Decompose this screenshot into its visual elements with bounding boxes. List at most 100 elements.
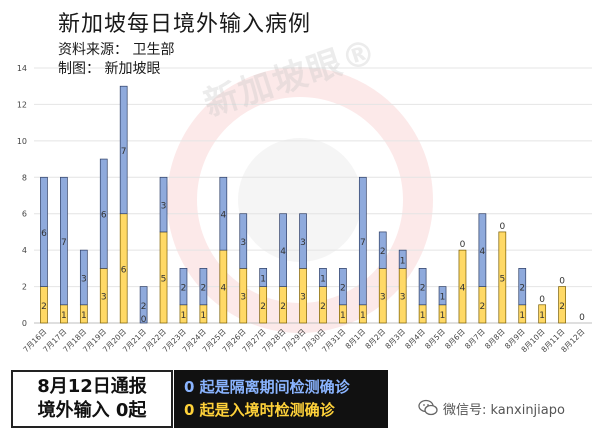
x-tick-label: 8月2日: [363, 327, 387, 351]
bar-quarantine: [99, 158, 108, 269]
bar-quarantine: [239, 213, 248, 269]
y-tick-label: 14: [17, 64, 27, 73]
data-label-zero: 0: [141, 315, 147, 325]
data-label-quarantine: 1: [400, 256, 406, 266]
data-label-arrival: 1: [360, 311, 366, 321]
bar-quarantine: [40, 176, 48, 287]
bar-quarantine: [339, 268, 347, 306]
data-label-quarantine: 0: [559, 277, 565, 287]
imported-count-text: 境外输入 0起: [37, 400, 147, 421]
bar-quarantine: [139, 286, 148, 324]
data-label-quarantine: 2: [141, 302, 147, 312]
data-label-quarantine: 1: [260, 274, 266, 284]
data-label-quarantine: 2: [340, 284, 346, 294]
data-label-arrival: 1: [61, 311, 67, 321]
data-label-arrival: 2: [41, 302, 47, 312]
data-label-arrival: 5: [499, 274, 505, 284]
report-date-text: 8月12日通报: [37, 376, 147, 397]
data-label-quarantine: 4: [480, 247, 486, 257]
data-label-quarantine: 2: [420, 284, 426, 294]
bar-quarantine: [378, 231, 387, 269]
data-label-quarantine: 3: [81, 274, 87, 284]
data-label-quarantine: 3: [300, 238, 306, 248]
x-tick-label: 8月4日: [403, 327, 427, 351]
data-label-arrival: 1: [519, 311, 525, 321]
data-label-arrival: 1: [201, 311, 207, 321]
bar-quarantine: [518, 268, 527, 306]
data-label-quarantine: 0: [539, 295, 545, 305]
bar-quarantine: [179, 268, 188, 306]
data-label-arrival: 1: [81, 311, 87, 321]
x-tick-label: 8月7日: [463, 327, 487, 351]
x-tick-label: 8月8日: [483, 327, 507, 351]
data-label-arrival: 3: [240, 293, 246, 303]
data-label-quarantine: 2: [181, 284, 187, 294]
data-label-quarantine: 3: [161, 202, 167, 212]
y-tick-label: 6: [22, 210, 27, 219]
legend-arrival: 0 起是入境时检测确诊: [184, 401, 335, 419]
data-label-arrival: 2: [559, 302, 565, 312]
legend-quarantine: 0 起是隔离期间检测确诊: [184, 378, 350, 396]
y-tick-label: 8: [22, 173, 27, 182]
data-label-quarantine: 3: [240, 238, 246, 248]
data-label-quarantine: 1: [440, 293, 446, 303]
bar-quarantine: [299, 213, 307, 269]
bar-quarantine: [60, 176, 68, 306]
data-label-arrival: 1: [181, 311, 187, 321]
data-label-arrival: 2: [260, 302, 266, 312]
data-label-quarantine: 0: [460, 240, 466, 250]
data-label-quarantine: 7: [121, 147, 127, 157]
bar-quarantine: [319, 268, 327, 287]
y-tick-label: 10: [17, 137, 27, 146]
data-label-arrival: 2: [320, 302, 326, 312]
y-tick-label: 2: [22, 283, 27, 292]
data-source-text: 资料来源： 卫生部: [58, 42, 175, 58]
data-label-quarantine: 2: [380, 247, 386, 257]
bar-arrival: [458, 249, 467, 324]
data-label-arrival: 1: [440, 311, 446, 321]
bar-quarantine: [119, 85, 128, 215]
x-tick-label: 8月5日: [423, 327, 447, 351]
data-label-arrival: 2: [280, 302, 286, 312]
bar-quarantine: [398, 249, 407, 269]
x-tick-label: 8月6日: [443, 327, 467, 351]
data-label-quarantine: 6: [41, 229, 47, 239]
data-label-arrival: 3: [400, 293, 406, 303]
summary-box: 8月12日通报 境外输入 0起: [11, 370, 173, 428]
bar-arrival: [558, 286, 566, 324]
data-label-arrival: 1: [340, 311, 346, 321]
data-label-quarantine: 7: [360, 238, 366, 248]
data-label-arrival: 6: [121, 265, 127, 275]
bar-quarantine: [79, 249, 88, 306]
data-label-quarantine: 1: [320, 274, 326, 284]
data-label-arrival: 1: [539, 311, 545, 321]
data-label-quarantine: 4: [220, 211, 226, 221]
chart-maker-text: 制图： 新加坡眼: [58, 61, 161, 77]
data-label-arrival: 0: [579, 313, 585, 323]
watermark-disc: [238, 138, 362, 262]
bar-quarantine: [438, 286, 447, 306]
data-label-quarantine: 0: [499, 222, 505, 232]
data-label-arrival: 4: [220, 284, 226, 294]
data-label-arrival: 3: [101, 293, 107, 303]
bar-quarantine: [219, 176, 228, 251]
y-tick-label: 0: [22, 319, 27, 328]
data-label-arrival: 1: [420, 311, 426, 321]
data-label-arrival: 5: [161, 274, 167, 284]
data-label-arrival: 2: [480, 302, 486, 312]
data-label-quarantine: 7: [61, 238, 67, 248]
data-label-quarantine: 2: [201, 284, 207, 294]
wechat-label: 微信号: kanxinjiapo: [443, 402, 565, 418]
y-tick-label: 4: [22, 246, 27, 255]
data-label-quarantine: 4: [280, 247, 286, 257]
data-label-arrival: 4: [460, 284, 466, 294]
x-tick-label: 8月1日: [344, 327, 368, 351]
wechat-id: 微信号: kanxinjiapo: [418, 398, 565, 418]
bar-quarantine: [279, 213, 287, 287]
data-label-arrival: 3: [380, 293, 386, 303]
legend-box: 0 起是隔离期间检测确诊 0 起是入境时检测确诊: [174, 370, 388, 428]
wechat-icon: [418, 399, 438, 416]
bar-quarantine: [159, 176, 168, 233]
data-label-quarantine: 6: [101, 211, 107, 221]
bar-quarantine: [478, 213, 487, 287]
